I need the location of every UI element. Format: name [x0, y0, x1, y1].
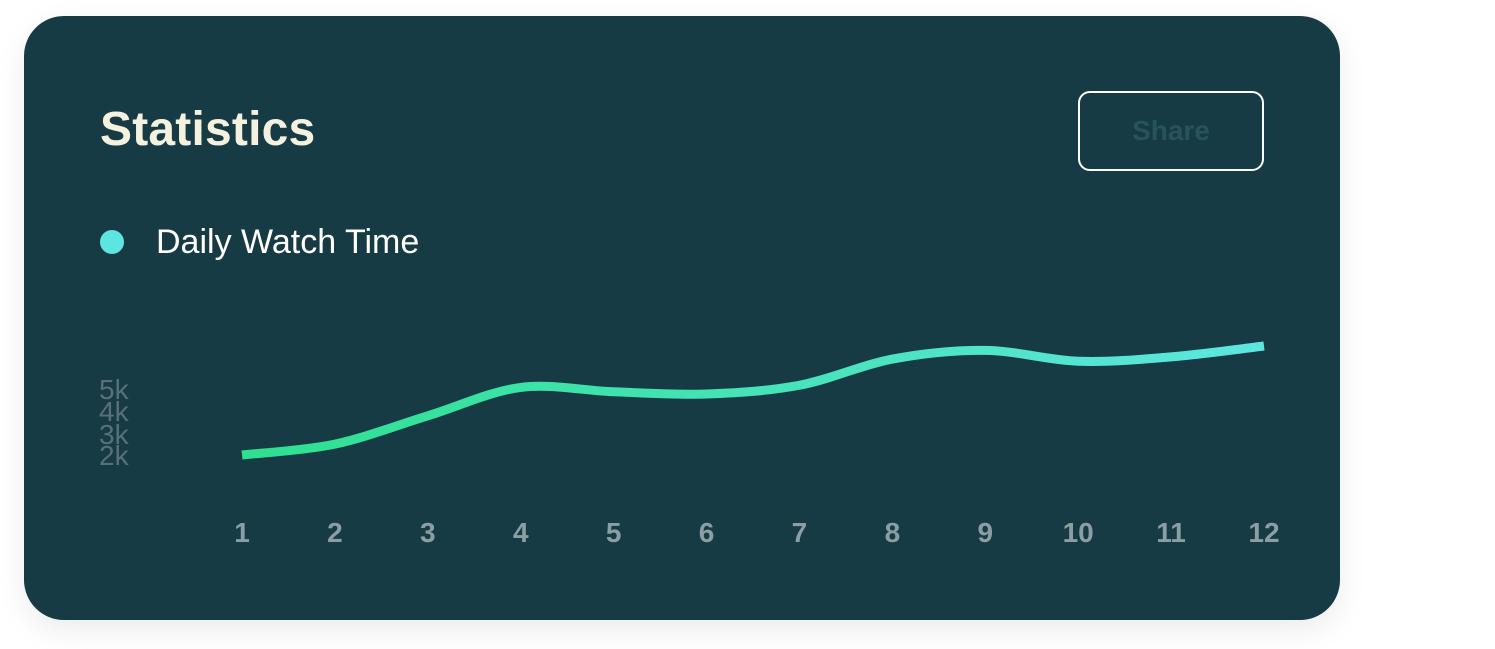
x-tick-label: 11 — [1156, 517, 1186, 548]
y-tick-label: 4k — [99, 396, 130, 427]
statistics-card: Statistics Share Daily Watch Time 2k 3k 4k… — [24, 16, 1340, 620]
chart-legend: Daily Watch Time — [100, 222, 419, 262]
card-title: Statistics — [100, 103, 316, 156]
series-line-daily-watch-time — [241, 341, 1265, 460]
y-tick-label: 3k — [99, 419, 130, 450]
y-tick-label: 5k — [99, 374, 130, 405]
legend-label: Daily Watch Time — [156, 223, 420, 261]
x-tick-label: 1 — [234, 517, 250, 548]
x-tick-label: 7 — [792, 517, 808, 548]
share-button[interactable]: Share — [1078, 91, 1264, 171]
x-tick-label: 9 — [977, 517, 993, 548]
x-tick-label: 8 — [885, 517, 901, 548]
x-tick-label: 4 — [513, 517, 529, 548]
x-tick-label: 3 — [420, 517, 436, 548]
legend-dot-icon — [100, 230, 124, 254]
x-tick-label: 10 — [1063, 517, 1094, 548]
y-tick-label: 2k — [99, 440, 130, 471]
x-tick-label: 6 — [699, 517, 715, 548]
x-tick-label: 12 — [1248, 517, 1279, 548]
x-tick-label: 2 — [327, 517, 343, 548]
x-tick-label: 5 — [606, 517, 622, 548]
